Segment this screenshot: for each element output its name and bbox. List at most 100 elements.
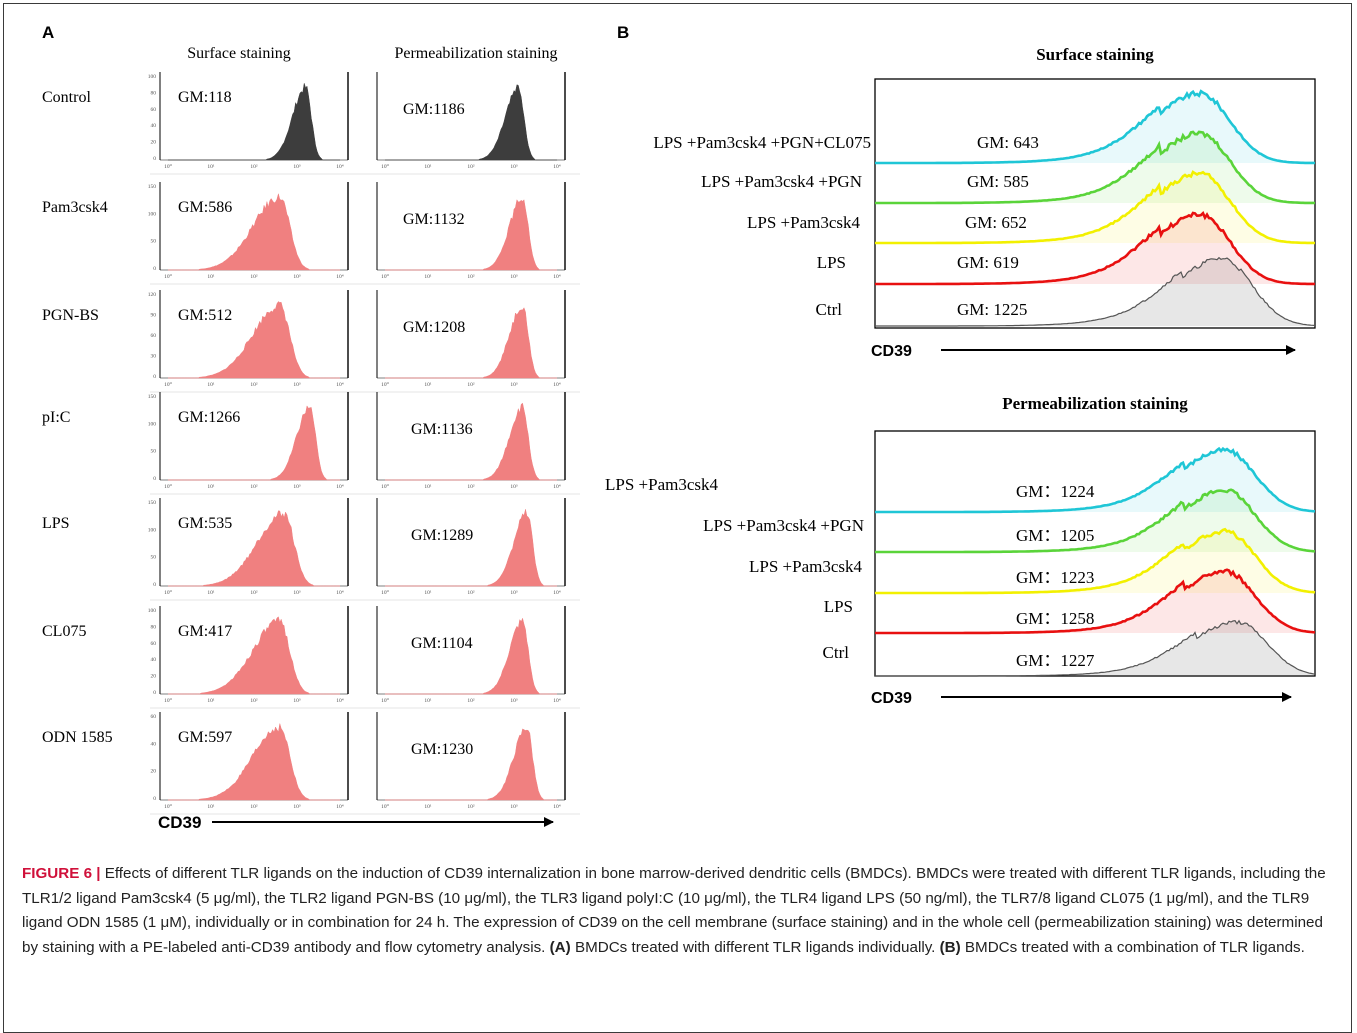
- hist-xtick: 10²: [467, 484, 475, 490]
- trace-gm-value: GM：1205: [1016, 526, 1094, 545]
- row-label-4: LPS: [42, 515, 70, 532]
- hist-ytick: 50: [151, 449, 157, 455]
- hist-xtick: 10⁰: [381, 803, 390, 810]
- histogram: [168, 301, 340, 379]
- hist-xtick: 10⁰: [381, 589, 390, 596]
- gm-value-perm: GM:1289: [411, 527, 473, 544]
- caption-body: Effects of different TLR ligands on the …: [22, 865, 1326, 956]
- gm-value-perm: GM:1136: [411, 421, 473, 438]
- gm-value-surface: GM:1266: [178, 409, 240, 426]
- hist-xtick: 10³: [510, 804, 518, 810]
- trace-gm-value: GM: 1225: [957, 300, 1027, 319]
- gm-value-perm: GM:1186: [403, 101, 465, 118]
- panel-b-group-title: Surface staining: [1036, 45, 1154, 64]
- trace-fill: [875, 91, 1315, 163]
- hist-xtick: 10⁰: [381, 381, 390, 388]
- hist-xtick: 10³: [510, 484, 518, 490]
- trace-fill: [875, 448, 1315, 512]
- trace-fill: [875, 620, 1315, 676]
- histogram: [168, 616, 340, 695]
- trace-line: [875, 210, 1316, 286]
- trace-gm-value: GM: 585: [967, 172, 1029, 191]
- hist-ytick: 40: [151, 657, 157, 663]
- hist-xtick: 10⁴: [336, 804, 344, 810]
- figure-graphics: A Surface staining Permeabilization staini…: [42, 23, 1316, 832]
- hist-xtick: 10²: [467, 382, 475, 388]
- hist-ytick: 80: [151, 90, 157, 96]
- figure-caption: FIGURE 6 | Effects of different TLR liga…: [22, 862, 1336, 960]
- hist-xtick: 10³: [510, 698, 518, 704]
- caption-part-a-text: BMDCs treated with different TLR ligands…: [570, 938, 940, 956]
- hist-ytick: 20: [151, 674, 157, 680]
- hist-xtick: 10⁰: [381, 483, 390, 490]
- trace-line: [875, 130, 1316, 205]
- histogram: [168, 723, 340, 801]
- panel-a-header-perm: Permeabilization staining: [394, 45, 557, 62]
- hist-xtick: 10³: [293, 484, 301, 490]
- hist-ytick: 150: [148, 500, 157, 506]
- histogram: [385, 509, 557, 587]
- hist-xtick: 10¹: [424, 382, 432, 388]
- hist-ytick: 100: [148, 421, 157, 427]
- trace-label: Ctrl: [816, 300, 843, 319]
- hist-xtick: 10¹: [207, 698, 215, 704]
- hist-xtick: 10³: [293, 382, 301, 388]
- hist-ytick: 60: [151, 333, 157, 339]
- trace-label: LPS +Pam3csk4: [747, 213, 861, 232]
- gm-value-perm: GM:1132: [403, 211, 465, 228]
- gm-value-surface: GM:512: [178, 307, 232, 324]
- row-label-5: CL075: [42, 623, 86, 640]
- hist-ytick: 0: [153, 476, 156, 482]
- hist-xtick: 10⁴: [553, 484, 561, 490]
- hist-ytick: 0: [153, 266, 156, 272]
- row-label-6: ODN 1585: [42, 729, 113, 746]
- hist-ytick: 90: [151, 313, 157, 319]
- hist-xtick: 10³: [293, 274, 301, 280]
- hist-ytick: 100: [148, 608, 157, 614]
- hist-ytick: 20: [151, 769, 157, 775]
- trace-fill: [875, 172, 1315, 243]
- trace-gm-value: GM：1224: [1016, 482, 1095, 501]
- histogram: [385, 728, 557, 801]
- hist-xtick: 10³: [510, 382, 518, 388]
- hist-ytick: 50: [151, 555, 157, 561]
- caption-part-b-text: BMDCs treated with a combination of TLR …: [960, 938, 1305, 956]
- hist-ytick: 0: [153, 374, 156, 380]
- row-label-0: Control: [42, 89, 91, 106]
- hist-xtick: 10¹: [424, 164, 432, 170]
- trace-label: LPS +Pam3csk4: [605, 475, 719, 494]
- hist-ytick: 40: [151, 123, 157, 129]
- hist-xtick: 10³: [293, 698, 301, 704]
- hist-ytick: 60: [151, 641, 157, 647]
- trace-gm-value: GM: 619: [957, 253, 1019, 272]
- histogram: [385, 307, 557, 379]
- hist-ytick: 120: [148, 292, 157, 298]
- trace-gm-value: GM：1258: [1016, 609, 1094, 628]
- gm-value-surface: GM:535: [178, 515, 232, 532]
- trace-line: [875, 256, 1316, 327]
- hist-xtick: 10⁴: [553, 382, 561, 388]
- hist-xtick: 10⁴: [336, 382, 344, 388]
- hist-xtick: 10⁰: [381, 163, 390, 170]
- hist-xtick: 10⁴: [336, 164, 344, 170]
- panel-b-letter: B: [617, 23, 629, 42]
- figure-page: { "panel_a": { "letter": "A", "col_heade…: [3, 3, 1352, 1033]
- trace-gm-value: GM: 652: [965, 213, 1027, 232]
- hist-xtick: 10²: [467, 164, 475, 170]
- row-label-1: Pam3csk4: [42, 199, 108, 216]
- trace-fill: [875, 529, 1315, 593]
- trace-gm-value: GM：1227: [1016, 651, 1095, 670]
- hist-xtick: 10²: [250, 382, 258, 388]
- trace-gm-value: GM：1223: [1016, 568, 1094, 587]
- hist-xtick: 10²: [467, 274, 475, 280]
- hist-ytick: 150: [148, 394, 157, 400]
- hist-ytick: 60: [151, 107, 157, 113]
- hist-xtick: 10¹: [207, 274, 215, 280]
- hist-xtick: 10¹: [424, 590, 432, 596]
- hist-ytick: 100: [148, 74, 157, 80]
- hist-xtick: 10²: [467, 804, 475, 810]
- hist-xtick: 10²: [250, 274, 258, 280]
- hist-xtick: 10²: [467, 698, 475, 704]
- trace-label: LPS +Pam3csk4: [749, 557, 863, 576]
- hist-ytick: 80: [151, 624, 157, 630]
